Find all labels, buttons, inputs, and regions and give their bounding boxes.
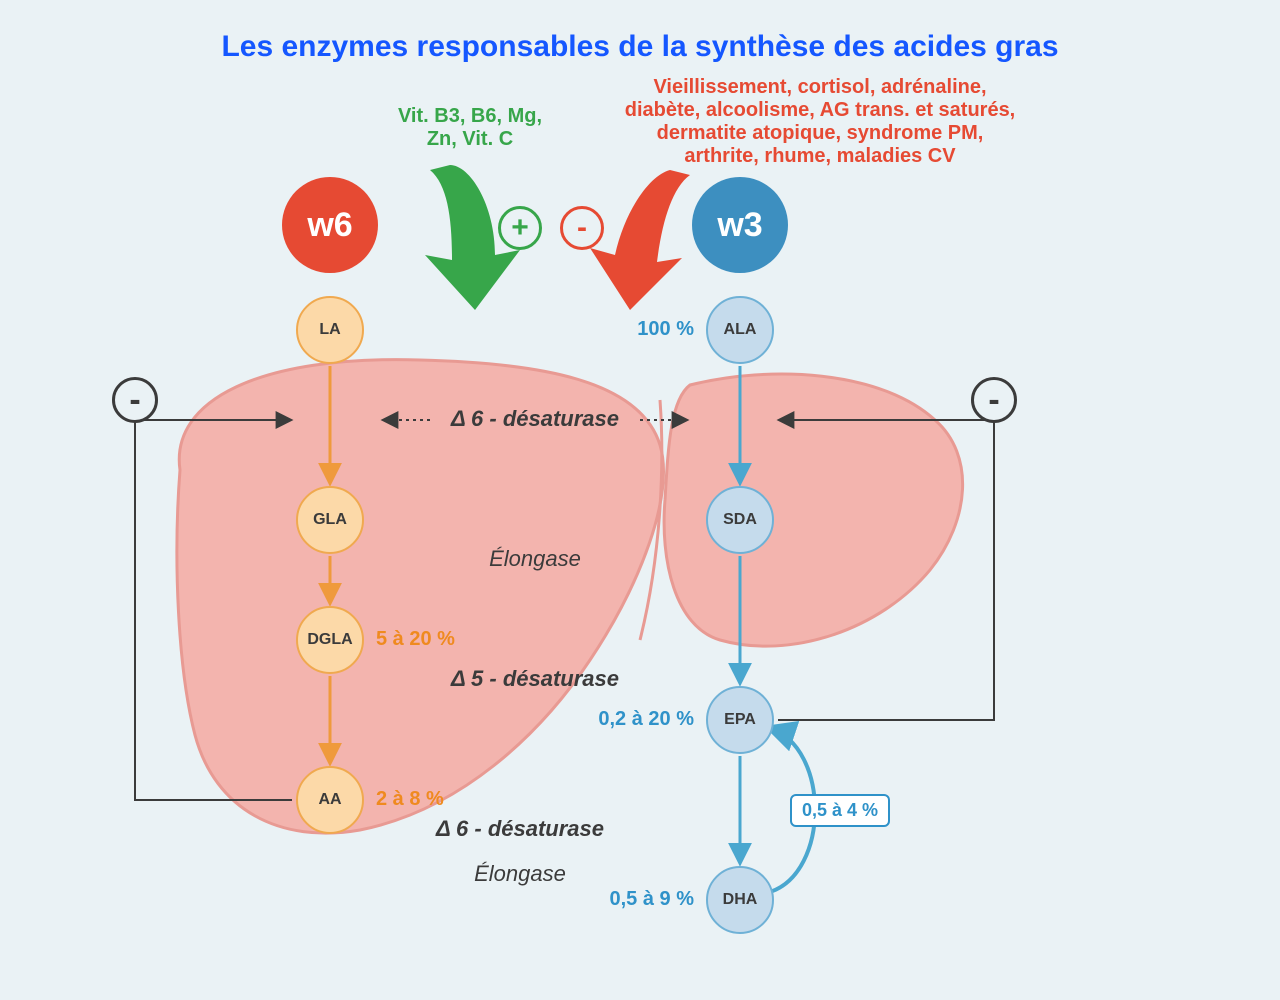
pct-dgla: 5 à 20 % — [376, 628, 455, 651]
pct-epa: 0,2 à 20 % — [598, 708, 694, 731]
enzyme-label-1: Élongase — [489, 546, 581, 572]
minus-badge-left: - — [112, 377, 158, 423]
node-aa: AA — [296, 766, 364, 834]
enzyme-label-2: Δ 5 - désaturase — [451, 666, 619, 692]
feedback-left — [135, 420, 292, 800]
minus-sign-right: - — [988, 381, 999, 420]
plus-badge: + — [498, 206, 542, 250]
w6-label: w6 — [307, 206, 352, 245]
diagram-stage: Les enzymes responsables de la synthèse … — [0, 0, 1280, 1000]
plus-sign: + — [511, 211, 529, 245]
retroconversion-label: 0,5 à 4 % — [790, 794, 890, 827]
feedback-right — [778, 420, 994, 720]
enzyme-label-0: Δ 6 - désaturase — [451, 406, 619, 432]
minus-badge-center: - — [560, 206, 604, 250]
w6-node: w6 — [282, 177, 378, 273]
node-dha: DHA — [706, 866, 774, 934]
negative-arrow — [590, 170, 690, 310]
minus-sign-center: - — [577, 211, 587, 245]
node-epa: EPA — [706, 686, 774, 754]
enzyme-label-3: Δ 6 - désaturase — [436, 816, 604, 842]
minus-sign-left: - — [129, 381, 140, 420]
pct-ala: 100 % — [637, 318, 694, 341]
cofactors-label: Vit. B3, B6, Mg, Zn, Vit. C — [360, 105, 580, 151]
node-sda: SDA — [706, 486, 774, 554]
inhibitors-label: Vieillissement, cortisol, adrénaline, di… — [580, 76, 1060, 168]
enzyme-label-4: Élongase — [474, 861, 566, 887]
pct-dha: 0,5 à 9 % — [609, 888, 694, 911]
node-gla: GLA — [296, 486, 364, 554]
minus-badge-right: - — [971, 377, 1017, 423]
node-la: LA — [296, 296, 364, 364]
pct-aa: 2 à 8 % — [376, 788, 444, 811]
w3-node: w3 — [692, 177, 788, 273]
node-ala: ALA — [706, 296, 774, 364]
w3-label: w3 — [717, 206, 762, 245]
page-title: Les enzymes responsables de la synthèse … — [0, 30, 1280, 64]
node-dgla: DGLA — [296, 606, 364, 674]
